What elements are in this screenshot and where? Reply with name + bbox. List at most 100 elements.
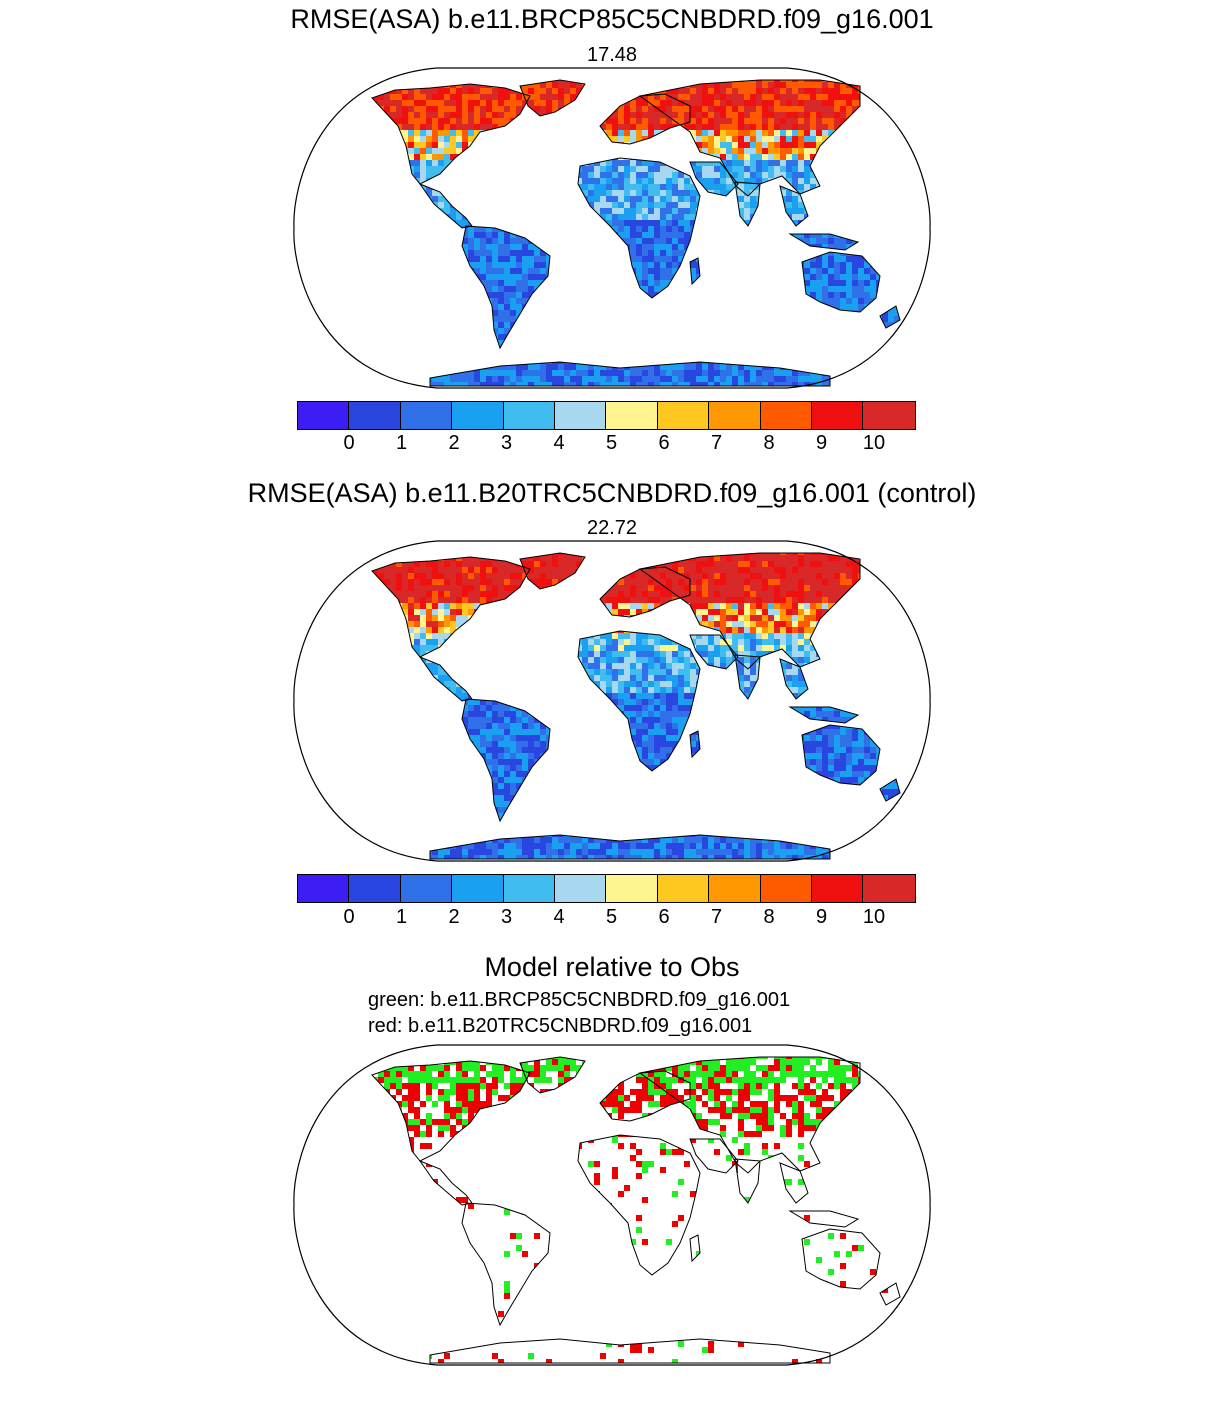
colorbar-swatch: [709, 875, 761, 902]
colorbar-1: [297, 401, 916, 430]
colorbar-swatch: [400, 402, 453, 429]
coastline-southAmerica: [461, 1202, 551, 1327]
colorbar-swatch: [709, 402, 761, 429]
legend-green: green: b.e11.BRCP85C5CNBDRD.f09_g16.001: [368, 989, 791, 1011]
colorbar-swatch: [863, 402, 915, 429]
coastline-asia: [638, 552, 861, 670]
colorbar-tick-label: 0: [343, 906, 355, 928]
colorbar-tick-label: 7: [710, 432, 723, 454]
coastline-arabia: [689, 161, 739, 197]
coastline-arabia: [689, 634, 739, 670]
coastline-madagascar: [689, 257, 701, 286]
coastline-northAmerica: [371, 83, 531, 185]
colorbar-swatch: [503, 402, 555, 429]
coastline-india: [734, 654, 761, 700]
colorbar-tick-label: 6: [658, 432, 670, 454]
rmse-map-control: [293, 540, 931, 862]
colorbar-swatch: [503, 875, 555, 902]
colorbar-swatch: [811, 402, 864, 429]
coastline-newZealand: [879, 305, 901, 329]
colorbar-swatch: [554, 402, 607, 429]
map-frame: [293, 67, 931, 389]
colorbar-swatch: [657, 402, 710, 429]
panel2-rmse-value: 22.72: [586, 517, 638, 539]
colorbar-swatch: [760, 875, 812, 902]
coastline-seAsia: [779, 658, 809, 700]
rmse-field: [372, 80, 900, 386]
coastline-india: [734, 181, 761, 227]
colorbar-2: [297, 874, 916, 903]
panel2-title: RMSE(ASA) b.e11.B20TRC5CNBDRD.f09_g16.00…: [247, 478, 977, 508]
colorbar-tick-label: 6: [658, 906, 670, 928]
coastline-antarctica: [429, 834, 831, 860]
coastline-indonesia: [788, 1210, 860, 1228]
coastline-africa: [577, 157, 701, 299]
coastline-madagascar: [689, 1234, 701, 1263]
colorbar-swatch: [811, 875, 864, 902]
colorbar-swatch: [606, 875, 658, 902]
coastline-newZealand: [879, 778, 901, 802]
coastline-arabia: [689, 1138, 739, 1174]
colorbar-tick-label: 8: [763, 906, 775, 928]
coastline-indonesia: [788, 233, 860, 251]
coastline-newZealand: [879, 1282, 901, 1306]
coastline-northAmerica: [371, 556, 531, 658]
colorbar-tick-label: 10: [862, 432, 886, 454]
legend-red: red: b.e11.B20TRC5CNBDRD.f09_g16.001: [368, 1015, 753, 1037]
model-vs-obs-field: [372, 1057, 900, 1363]
colorbar-tick-label: 4: [553, 906, 565, 928]
colorbar-tick-label: 2: [448, 906, 460, 928]
colorbar-tick-label: 1: [395, 906, 408, 928]
coastline-antarctica: [429, 1338, 831, 1364]
panel3-title: Model relative to Obs: [484, 952, 740, 982]
coastline-seAsia: [779, 185, 809, 227]
map-frame: [293, 540, 931, 862]
coastline-seAsia: [779, 1162, 809, 1204]
colorbar-tick-label: 10: [862, 906, 886, 928]
model-vs-obs-map: [293, 1044, 931, 1366]
coastline-greenland: [519, 1056, 586, 1094]
coastline-asia: [638, 1056, 861, 1174]
coastline-africa: [577, 630, 701, 772]
rmse-map-rcp85: [293, 67, 931, 389]
coastline-antarctica: [429, 361, 831, 387]
colorbar-tick-label: 9: [815, 432, 828, 454]
coastline-india: [734, 1158, 761, 1204]
colorbar-tick-label: 0: [343, 432, 355, 454]
coastline-australia: [801, 724, 881, 786]
coastline-australia: [801, 251, 881, 313]
colorbar-swatch: [349, 402, 401, 429]
coastline-greenland: [519, 552, 586, 590]
colorbar-tick-label: 9: [815, 906, 828, 928]
coastline-asia: [638, 79, 861, 197]
colorbar-swatch: [400, 875, 453, 902]
colorbar-swatch: [298, 402, 350, 429]
coastline-southAmerica: [461, 698, 551, 823]
coastline-europe: [599, 566, 691, 618]
colorbar-tick-label: 5: [605, 432, 618, 454]
coastline-northAmerica: [371, 1060, 531, 1162]
coastline-madagascar: [689, 730, 701, 759]
coastline-europe: [599, 1070, 691, 1122]
colorbar-tick-label: 2: [448, 432, 460, 454]
colorbar-2-labels: 0 1 2 3 4 5 6 7 8 9 10: [0, 906, 1224, 932]
coastline-southAmerica: [461, 225, 551, 350]
colorbar-tick-label: 5: [605, 906, 618, 928]
colorbar-swatch: [657, 875, 710, 902]
colorbar-tick-label: 4: [553, 432, 565, 454]
colorbar-1-labels: 0 1 2 3 4 5 6 7 8 9 10: [0, 432, 1224, 458]
panel1-title: RMSE(ASA) b.e11.BRCP85C5CNBDRD.f09_g16.0…: [290, 4, 934, 34]
colorbar-swatch: [452, 875, 504, 902]
colorbar-swatch: [452, 402, 504, 429]
colorbar-swatch: [760, 402, 812, 429]
coastline-australia: [801, 1228, 881, 1290]
colorbar-tick-label: 3: [500, 432, 513, 454]
rmse-field: [372, 553, 900, 859]
panel1-rmse-value: 17.48: [586, 44, 638, 66]
coastline-europe: [599, 93, 691, 145]
colorbar-swatch: [863, 875, 915, 902]
colorbar-swatch: [349, 875, 401, 902]
colorbar-tick-label: 3: [500, 906, 513, 928]
colorbar-tick-label: 8: [763, 432, 775, 454]
coastline-indonesia: [788, 706, 860, 724]
